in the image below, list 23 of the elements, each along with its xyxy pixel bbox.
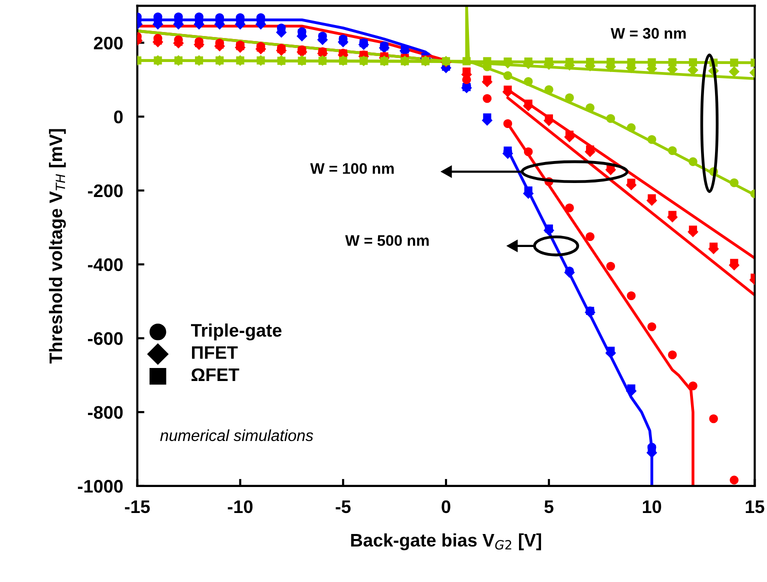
y-tick-label: -200	[88, 184, 123, 198]
x-tick-label: -5	[336, 500, 351, 514]
x-tick-label: -15	[124, 500, 150, 514]
x-axis-title: Back-gate bias V$_{G2}$ [V]	[351, 533, 542, 550]
annotation: ΠFET	[192, 346, 238, 359]
x-tick-label: 5	[544, 500, 554, 514]
annotation: W = 30 nm	[610, 28, 686, 39]
annotation: Triple-gate	[191, 324, 282, 340]
y-tick-label: -800	[88, 406, 123, 419]
annotation: W = 100 nm	[310, 163, 394, 174]
annotation: numerical simulations	[160, 429, 314, 442]
annotation: W = 500 nm	[345, 235, 429, 246]
annotation: ΩFET	[192, 368, 240, 381]
x-tick-label: -10	[228, 500, 253, 514]
x-tick-label: 0	[442, 500, 450, 514]
x-tick-label: 15	[746, 500, 764, 514]
y-tick-label: 0	[114, 110, 123, 124]
y-tick-label: -600	[88, 332, 123, 345]
y-tick-label: -400	[88, 258, 123, 272]
y-tick-label: -1000	[78, 480, 123, 493]
y-axis-title: Threshold voltage V$_{TH}$ [mV]	[48, 129, 66, 364]
x-tick-label: 10	[642, 500, 662, 514]
y-tick-label: 200	[94, 36, 123, 50]
